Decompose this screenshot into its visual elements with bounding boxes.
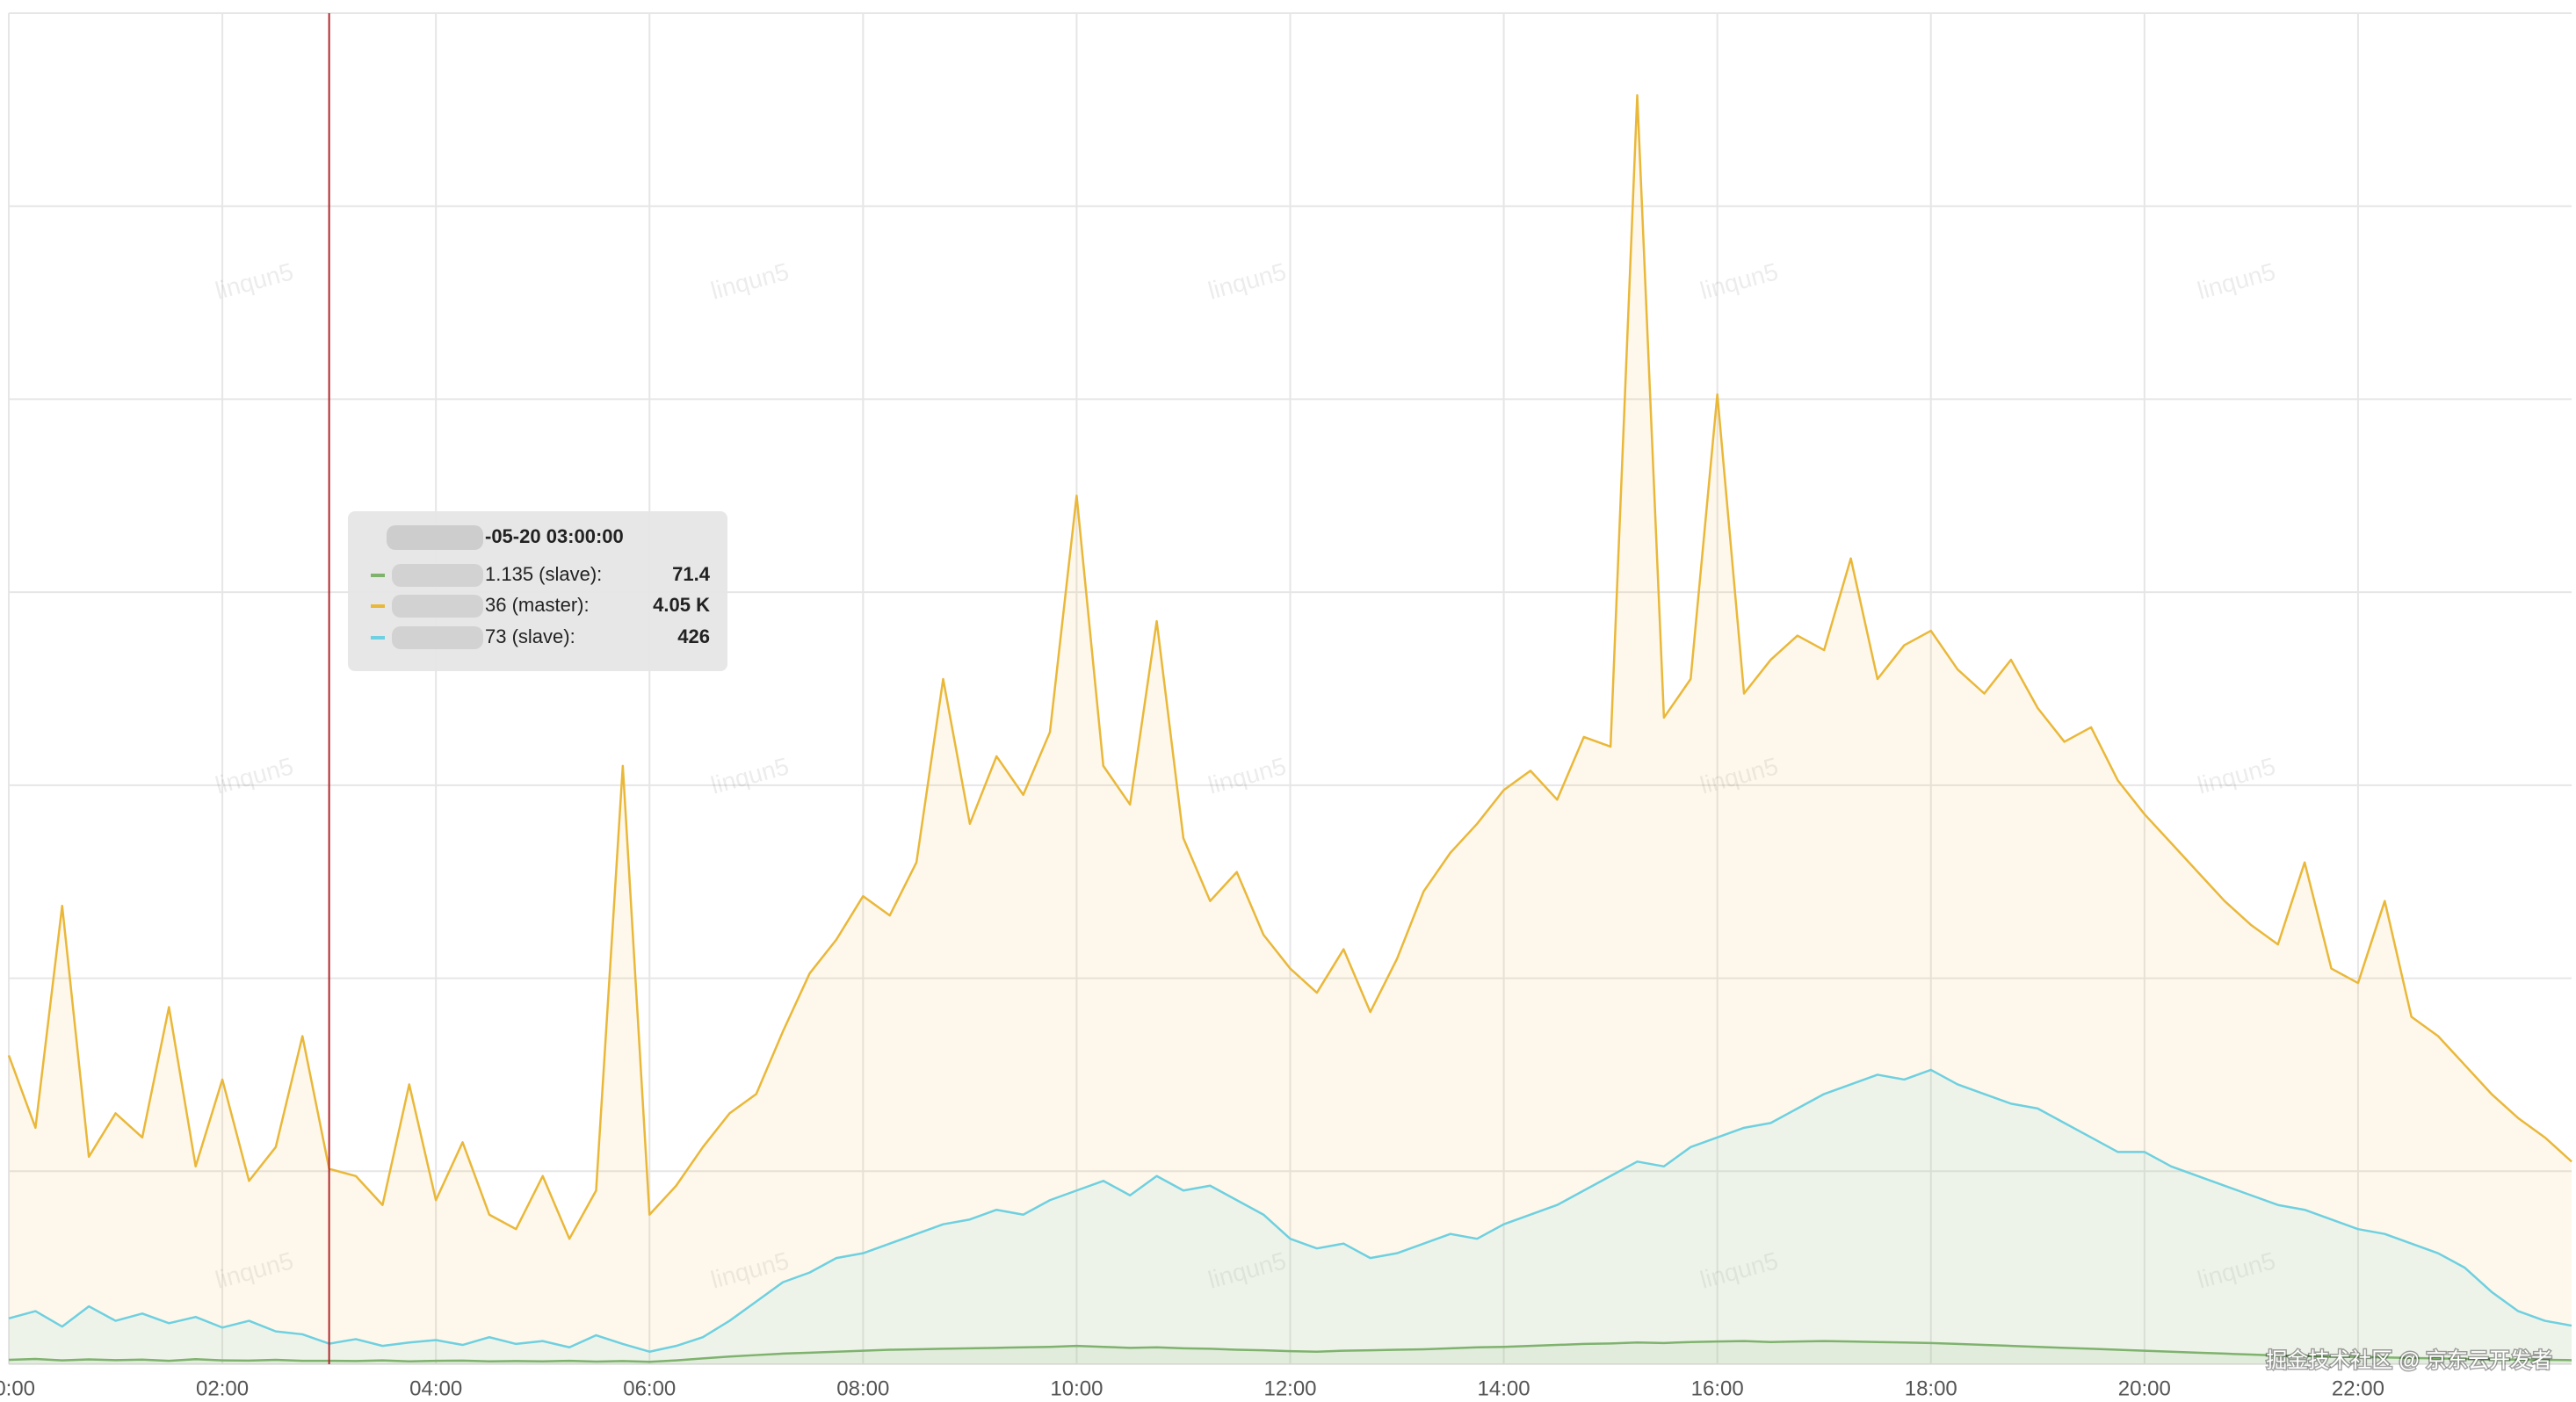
series-line xyxy=(7,94,2572,1240)
blurred-host xyxy=(392,564,483,587)
tooltip-series: 73 (slave): xyxy=(485,625,575,647)
tooltip-value: 71.4 xyxy=(672,563,711,585)
x-tick-label: 10:00 xyxy=(1050,1377,1103,1400)
x-tick-label: 06:00 xyxy=(623,1377,676,1400)
area-fill xyxy=(9,1341,2572,1364)
area-fill xyxy=(9,95,2572,1365)
x-tick-label: 02:00 xyxy=(196,1377,249,1400)
x-tick-label: 22:00 xyxy=(2332,1377,2384,1400)
x-tick-label: 04:00 xyxy=(409,1377,462,1400)
x-tick-label: 00:00 xyxy=(0,1377,35,1400)
blurred-host xyxy=(392,595,483,618)
tooltip-series: 1.135 (slave): xyxy=(485,563,602,585)
tooltip-value: 426 xyxy=(677,625,710,647)
series-line xyxy=(8,1340,2572,1363)
tooltip-value: 4.05 K xyxy=(653,594,710,616)
tooltip-series: 36 (master): xyxy=(485,594,590,616)
tooltip-time: -05-20 03:00:00 xyxy=(485,525,624,547)
blurred-host xyxy=(387,525,483,550)
x-tick-label: 16:00 xyxy=(1691,1377,1744,1400)
tooltip: -05-20 03:00:00 1.135 (slave): 71.4 36 (mas… xyxy=(348,511,727,671)
blurred-host xyxy=(392,626,483,649)
x-tick-label: 20:00 xyxy=(2118,1377,2171,1400)
footer: 掘金技术社区 @ 京东云开发者 xyxy=(2266,1348,2552,1372)
x-tick-label: 18:00 xyxy=(1905,1377,1957,1400)
x-tick-label: 12:00 xyxy=(1263,1377,1316,1400)
area-fill xyxy=(9,1069,2572,1364)
series-line xyxy=(8,1068,2572,1353)
x-tick-label: 08:00 xyxy=(836,1377,889,1400)
x-tick-label: 14:00 xyxy=(1478,1377,1530,1400)
